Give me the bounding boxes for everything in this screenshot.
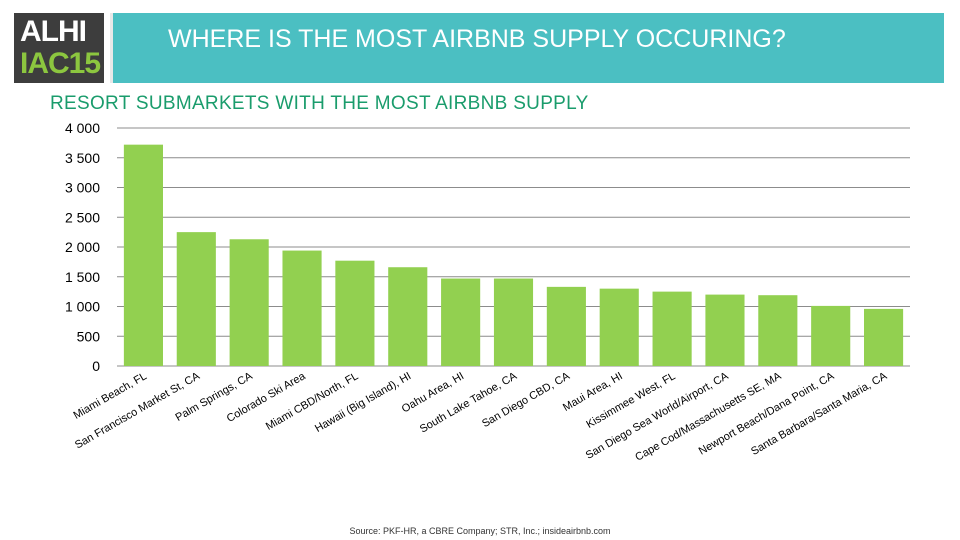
bar [282, 250, 322, 366]
source-note: Source: PKF-HR, a CBRE Company; STR, Inc… [349, 526, 611, 536]
bar [811, 305, 851, 366]
y-tick-label: 4 000 [65, 120, 100, 136]
title-banner [110, 13, 944, 83]
chart-title: RESORT SUBMARKETS WITH THE MOST AIRBNB S… [50, 93, 589, 114]
logo-text-iac15: IAC15 [20, 47, 101, 80]
bar [176, 232, 216, 366]
bar [758, 295, 798, 366]
bar [864, 308, 904, 366]
x-tick-label: Miami CBD/North, FL [264, 370, 361, 433]
bar [229, 239, 269, 366]
bar [335, 260, 375, 366]
y-tick-label: 1 000 [65, 299, 100, 315]
x-tick-label: Hawaii (Big Island), HI [313, 370, 413, 435]
y-tick-label: 500 [77, 328, 101, 344]
y-tick-label: 3 000 [65, 180, 100, 196]
y-tick-label: 2 000 [65, 239, 100, 255]
alhi-logo: ALHI IAC15 [14, 13, 104, 83]
bar [652, 291, 692, 366]
x-tick-label: San Diego CBD, CA [480, 370, 572, 430]
bar [705, 294, 745, 366]
slide-title: WHERE IS THE MOST AIRBNB SUPPLY OCCURING… [168, 25, 786, 53]
logo-text-alhi: ALHI [20, 15, 87, 48]
y-tick-label: 1 500 [65, 269, 100, 285]
bar [441, 278, 481, 366]
y-tick-label: 0 [92, 358, 100, 374]
bar [493, 278, 534, 366]
bar [546, 286, 586, 366]
y-tick-label: 2 500 [65, 209, 100, 225]
x-tick-label: South Lake Tahoe, CA [418, 370, 520, 436]
bar [388, 267, 428, 366]
bar [123, 144, 163, 366]
y-tick-label: 3 500 [65, 150, 100, 166]
bar [599, 288, 639, 366]
x-tick-label: Kissimmee West, FL [584, 370, 677, 431]
